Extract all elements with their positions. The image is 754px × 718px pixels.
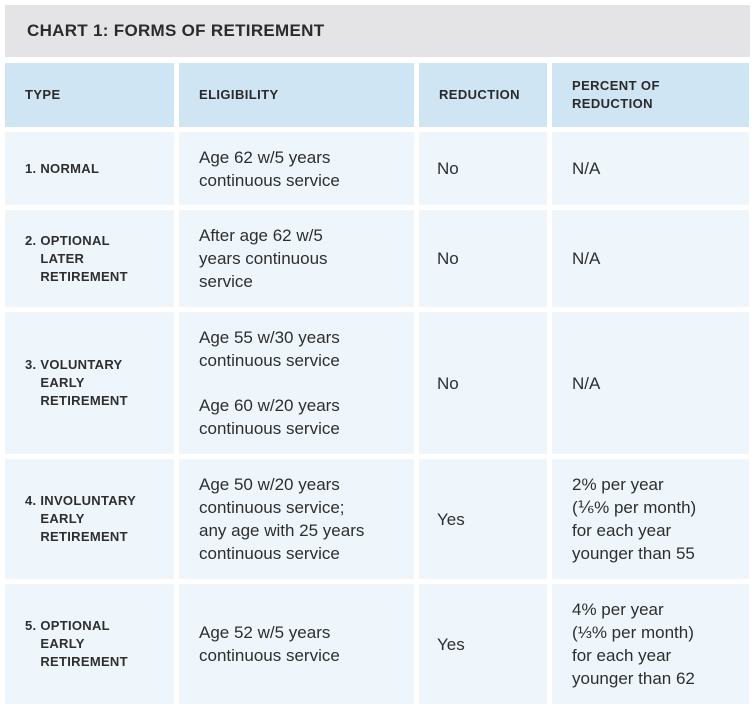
- type-number: 5.: [25, 618, 41, 633]
- type-label-line: RETIREMENT: [40, 529, 128, 544]
- type-label: INVOLUNTARY EARLY RETIREMENT: [40, 492, 136, 546]
- type-cell: 3. VOLUNTARY EARLY RETIREMENT: [5, 312, 174, 454]
- percent-of-reduction-cell: N/A: [552, 312, 749, 454]
- percent-of-reduction-cell: N/A: [552, 210, 749, 307]
- eligibility-cell: Age 62 w/5 years continuous service: [179, 132, 414, 205]
- eligibility-text: Age 60 w/20 years continuous service: [199, 396, 340, 438]
- type-label-line: RETIREMENT: [40, 654, 128, 669]
- header-percent-of-reduction: PERCENT OF REDUCTION: [552, 63, 749, 127]
- type-label-line: EARLY: [40, 636, 85, 651]
- reduction-cell: No: [419, 132, 547, 205]
- type-label: OPTIONAL EARLY RETIREMENT: [40, 617, 128, 671]
- type-number: 3.: [25, 357, 41, 372]
- type-number: 4.: [25, 493, 41, 508]
- type-cell: 1. NORMAL: [5, 132, 174, 205]
- eligibility-text: Age 55 w/30 years continuous service: [199, 328, 340, 370]
- eligibility-cell: Age 50 w/20 years continuous service; an…: [179, 459, 414, 579]
- eligibility-cell: After age 62 w/5 years continuous servic…: [179, 210, 414, 307]
- chart-title-bar: CHART 1: FORMS OF RETIREMENT: [5, 5, 750, 57]
- type-cell: 4. INVOLUNTARY EARLY RETIREMENT: [5, 459, 174, 579]
- type-label-line: RETIREMENT: [40, 268, 128, 284]
- type-label-line: NORMAL: [40, 160, 100, 176]
- retirement-table: TYPE ELIGIBILITY REDUCTION PERCENT OF RE…: [5, 63, 750, 704]
- percent-of-reduction-cell: 2% per year (⅙% per month) for each year…: [552, 459, 749, 579]
- type-label: OPTIONAL LATER RETIREMENT: [40, 232, 128, 286]
- reduction-cell: Yes: [419, 459, 547, 579]
- type-label: VOLUNTARY EARLY RETIREMENT: [40, 356, 128, 410]
- type-label-line: INVOLUNTARY: [40, 493, 137, 508]
- type-cell: 2. OPTIONAL LATER RETIREMENT: [5, 210, 174, 307]
- reduction-cell: Yes: [419, 584, 547, 704]
- header-type: TYPE: [5, 63, 174, 127]
- percent-of-reduction-cell: 4% per year (⅓% per month) for each year…: [552, 584, 749, 704]
- retirement-forms-chart: CHART 1: FORMS OF RETIREMENT TYPE ELIGIB…: [5, 5, 750, 704]
- eligibility-cell: Age 52 w/5 years continuous service: [179, 584, 414, 704]
- type-number: 2.: [25, 232, 41, 248]
- chart-title: CHART 1: FORMS OF RETIREMENT: [27, 21, 325, 40]
- type-label-line: RETIREMENT: [40, 393, 128, 408]
- type-cell: 5. OPTIONAL EARLY RETIREMENT: [5, 584, 174, 704]
- type-label-line: OPTIONAL: [40, 618, 110, 633]
- percent-of-reduction-cell: N/A: [552, 132, 749, 205]
- header-eligibility: ELIGIBILITY: [179, 63, 414, 127]
- type-label-line: EARLY: [40, 511, 85, 526]
- type-number: 1.: [25, 160, 41, 176]
- type-label: NORMAL: [40, 160, 99, 178]
- type-label-line: EARLY: [40, 375, 85, 390]
- reduction-cell: No: [419, 312, 547, 454]
- type-label-line: LATER: [40, 250, 85, 266]
- header-reduction: REDUCTION: [419, 63, 547, 127]
- eligibility-text: Age 62 w/5 years continuous service: [199, 147, 340, 190]
- type-label-line: VOLUNTARY: [40, 357, 123, 372]
- eligibility-text: Age 52 w/5 years continuous service: [199, 623, 340, 665]
- reduction-cell: No: [419, 210, 547, 307]
- type-label-line: OPTIONAL: [40, 232, 110, 248]
- eligibility-text: After age 62 w/5 years continuous servic…: [199, 226, 328, 291]
- eligibility-cell: Age 55 w/30 years continuous service Age …: [179, 312, 414, 454]
- eligibility-text: Age 50 w/20 years continuous service; an…: [199, 475, 365, 563]
